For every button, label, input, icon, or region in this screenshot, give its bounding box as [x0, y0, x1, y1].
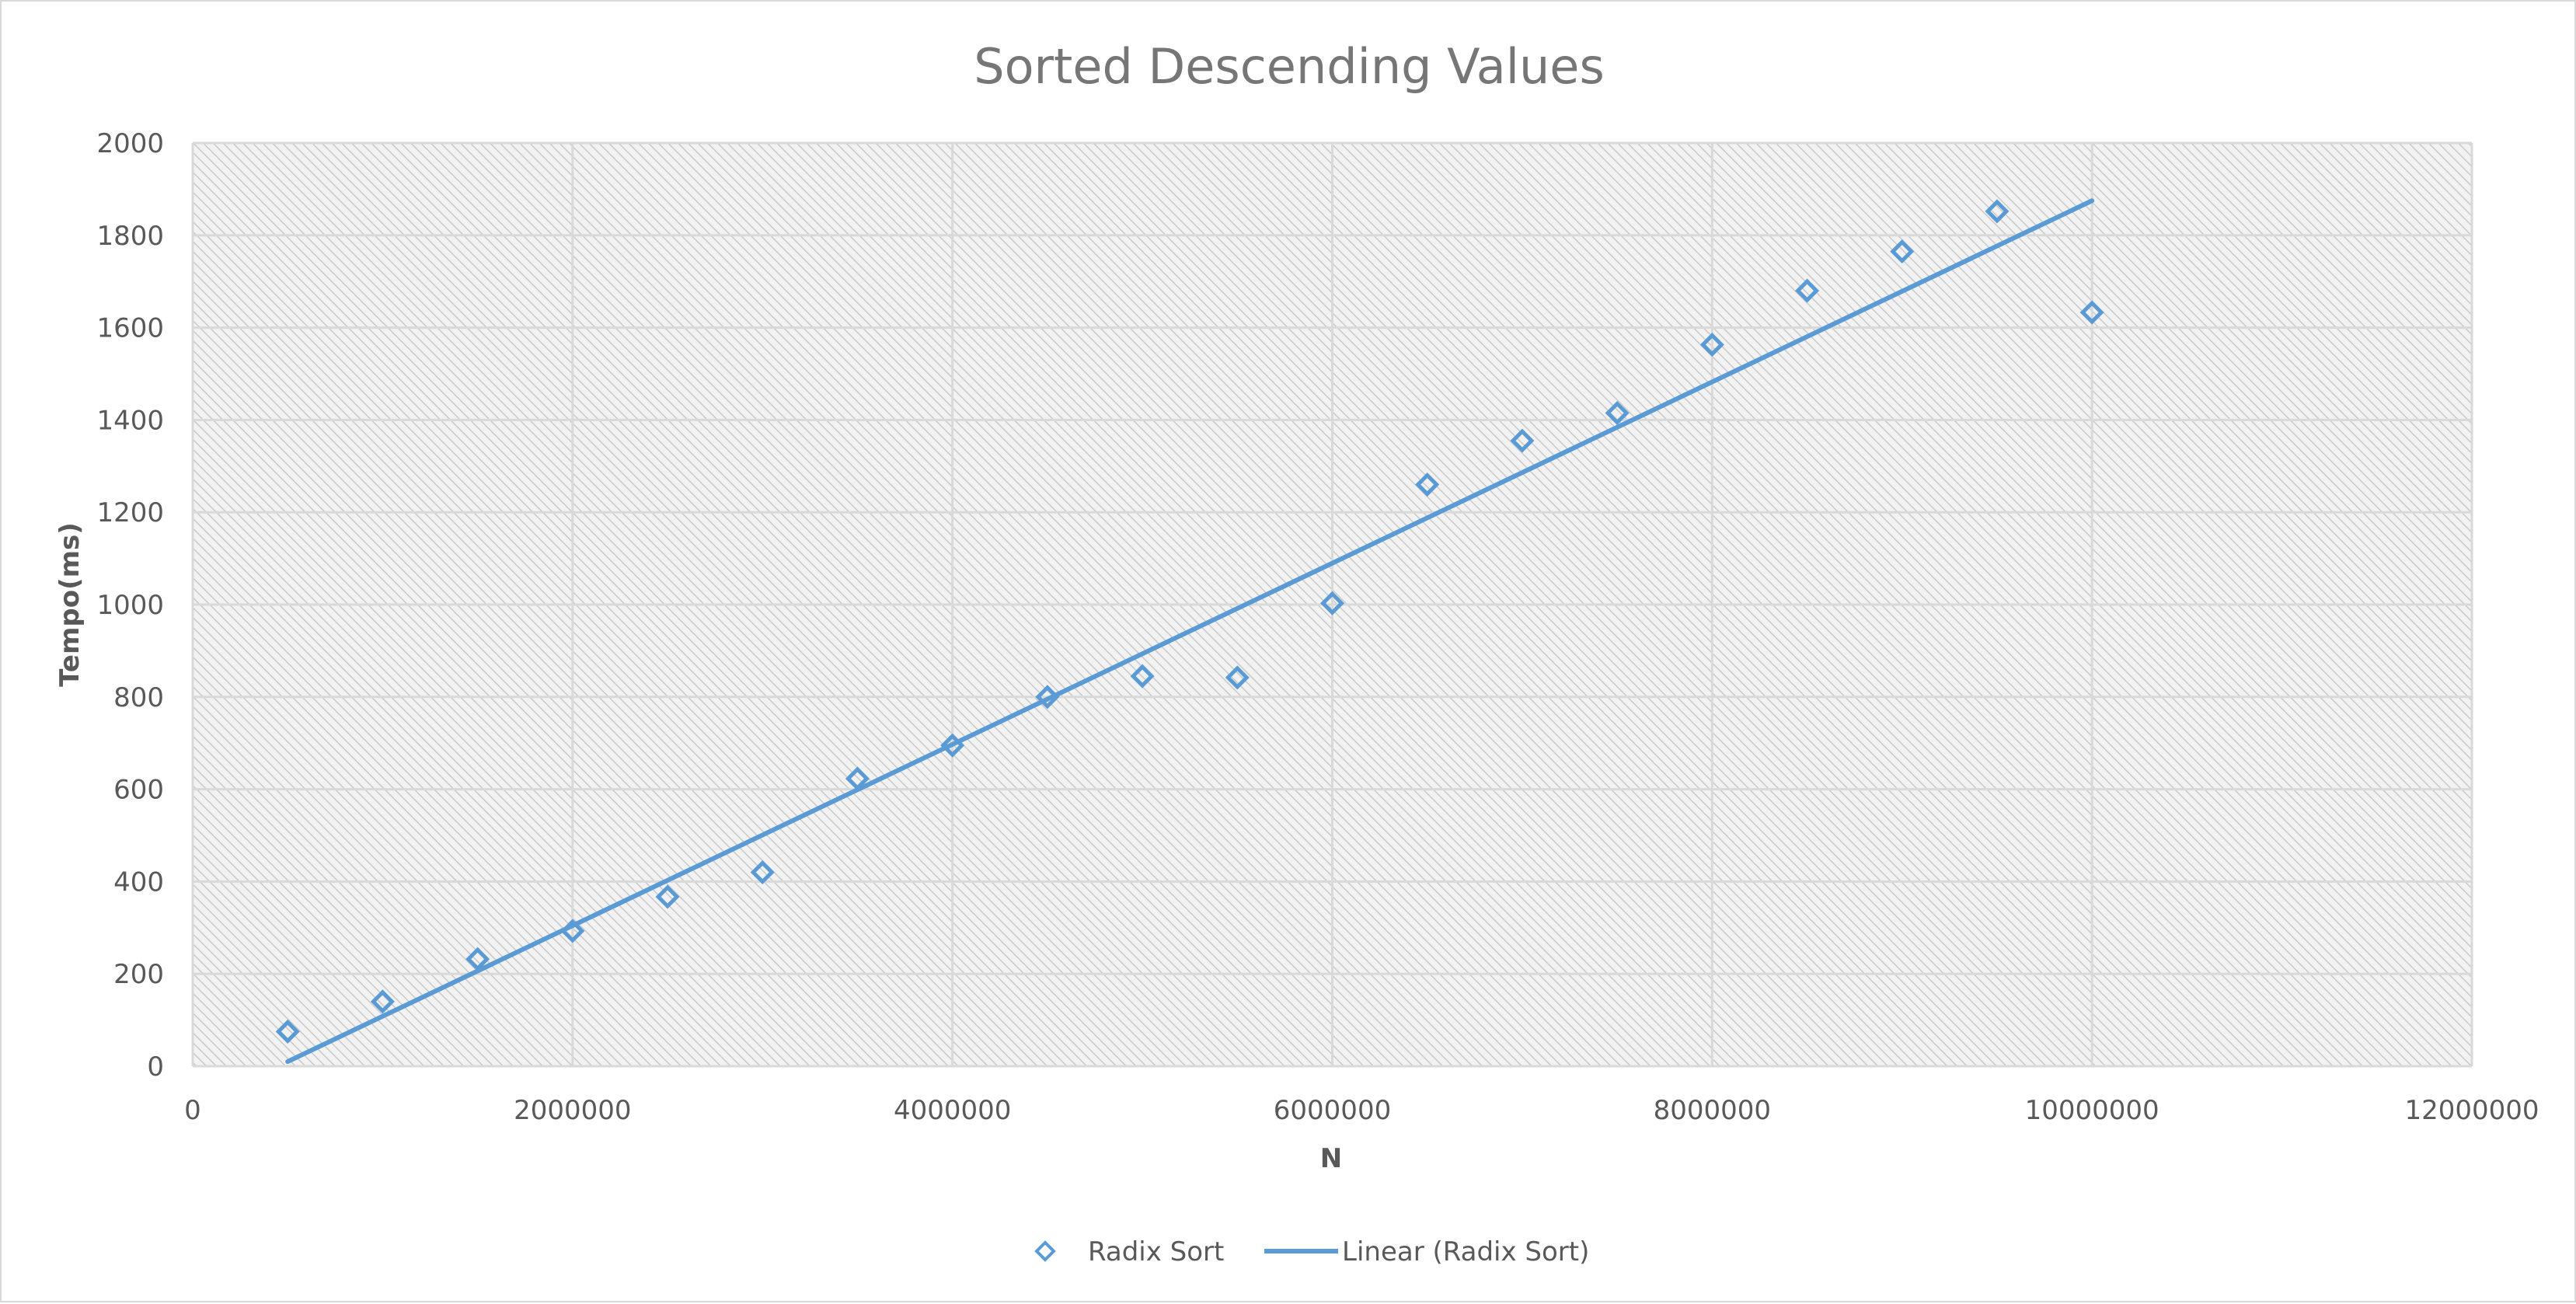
legend: Radix Sort Linear (Radix Sort): [1034, 1236, 1589, 1267]
data-point: [655, 884, 680, 909]
data-point: [1890, 239, 1915, 264]
data-point: [940, 733, 965, 758]
data-point: [1130, 664, 1155, 689]
data-point: [1035, 685, 1060, 710]
trendline: [285, 198, 2095, 1065]
y-tick-label: 1600: [96, 313, 164, 344]
y-tick-label: 200: [113, 959, 164, 990]
chart-title: Sorted Descending Values: [974, 38, 1605, 95]
data-point: [1795, 278, 1820, 303]
x-tick-label: 8000000: [1654, 1095, 1771, 1126]
x-tick-label: 0: [184, 1095, 201, 1126]
y-tick-label: 1200: [96, 497, 164, 528]
x-tick-label: 2000000: [514, 1095, 631, 1126]
data-point: [2079, 300, 2104, 325]
x-axis-title: N: [1320, 1143, 1342, 1174]
data-point: [1605, 400, 1630, 426]
y-tick-label: 1400: [96, 405, 164, 436]
gridlines: [191, 141, 2473, 1068]
data-point: [465, 947, 490, 971]
legend-item-linear-radix-sort: Linear (Radix Sort): [1264, 1236, 1589, 1267]
x-tick-label: 12000000: [2404, 1095, 2539, 1126]
data-point: [275, 1019, 300, 1044]
legend-marker-diamond: [1034, 1240, 1056, 1262]
y-tick-label: 0: [147, 1051, 164, 1083]
data-point: [1985, 199, 2010, 224]
y-axis-title: Tempo(ms): [54, 522, 85, 687]
y-tick-labels: 0 200 400 600 800 1000 1200 1400 1600 1800 2000: [96, 128, 164, 1083]
data-point: [1415, 472, 1440, 497]
points-layer: [275, 199, 2104, 1044]
data-point: [370, 989, 395, 1014]
y-tick-label: 600: [113, 775, 164, 806]
data-point: [1510, 428, 1535, 453]
x-tick-label: 4000000: [894, 1095, 1011, 1126]
y-tick-label: 2000: [96, 128, 164, 159]
legend-label-linear-radix-sort: Linear (Radix Sort): [1342, 1236, 1589, 1267]
data-point: [560, 919, 585, 943]
x-tick-label: 10000000: [2025, 1095, 2159, 1126]
data-point: [845, 766, 870, 791]
x-tick-labels: 0 2000000 4000000 6000000 8000000 10000000 120…: [184, 1095, 2539, 1126]
y-tick-label: 800: [113, 682, 164, 713]
legend-item-radix-sort: Radix Sort: [1034, 1236, 1224, 1267]
x-tick-label: 6000000: [1274, 1095, 1391, 1126]
trendline-layer: [285, 198, 2095, 1065]
data-point: [1699, 333, 1724, 357]
legend-label-radix-sort: Radix Sort: [1088, 1236, 1224, 1267]
y-tick-label: 400: [113, 866, 164, 898]
y-tick-label: 1000: [96, 590, 164, 621]
data-point: [1225, 665, 1250, 690]
data-point: [750, 859, 775, 885]
data-point: [1319, 591, 1345, 615]
y-tick-label: 1800: [96, 221, 164, 252]
